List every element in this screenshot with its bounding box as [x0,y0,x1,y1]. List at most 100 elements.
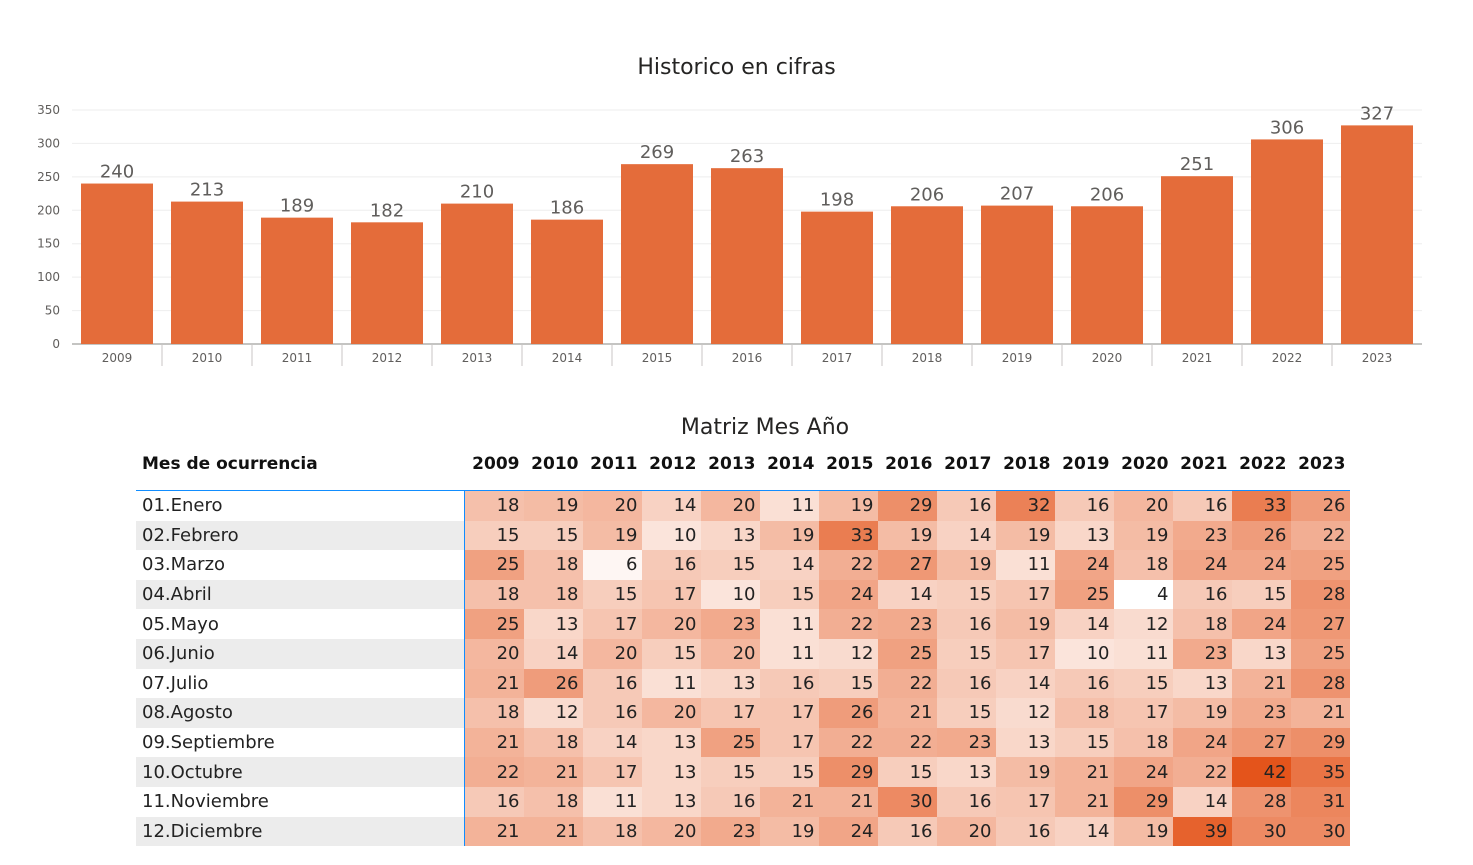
bar [261,217,333,344]
bar [1341,125,1413,345]
heatmap-cell: 16 [995,816,1055,847]
heatmap-cell: 15 [582,579,642,610]
heatmap-cell: 24 [1172,550,1232,580]
heatmap-cell: 30 [1231,816,1291,847]
heatmap-cell: 21 [1290,698,1350,728]
heatmap-cell: 15 [936,638,996,669]
matrix-row: 04.Abril 18 18 15 17 10 15 24 14 15 17 25 4 16 15 28 [136,579,1350,610]
heatmap-cell: 18 [464,579,524,610]
heatmap-cell: 16 [759,668,819,699]
x-tick-label: 2020 [1092,351,1123,365]
x-tick-label: 2014 [552,351,583,365]
heatmap-cell: 15 [1231,579,1291,610]
x-tick-label: 2013 [462,351,493,365]
heatmap-cell: 20 [641,816,701,847]
y-tick-label: 300 [37,136,60,150]
heatmap-cell: 14 [641,490,701,521]
heatmap-cell: 22 [818,609,878,639]
heatmap-cell: 19 [759,520,819,551]
month-label: 03.Marzo [136,550,465,580]
heatmap-cell: 13 [1172,668,1232,699]
heatmap-cell: 17 [995,638,1055,669]
heatmap-cell: 25 [877,638,937,669]
data-label: 206 [1090,184,1124,205]
heatmap-cell: 17 [995,786,1055,817]
heatmap-cell: 23 [1172,638,1232,669]
month-label: 11.Noviembre [136,786,465,817]
month-label: 05.Mayo [136,609,465,639]
heatmap-cell: 26 [818,698,878,728]
bar [891,206,963,344]
heatmap-cell: 16 [877,816,937,847]
heatmap-cell: 33 [818,520,878,551]
heatmap-cell: 19 [523,490,583,521]
heatmap-cell: 19 [1113,520,1173,551]
header-separator [136,480,1350,491]
heatmap-cell: 22 [877,668,937,699]
data-label: 213 [190,180,224,201]
heatmap-cell: 17 [1113,698,1173,728]
heatmap-cell: 25 [464,550,524,580]
heatmap-cell: 16 [1054,490,1114,521]
heatmap-cell: 25 [1054,579,1114,610]
heatmap-cell: 11 [582,786,642,817]
heatmap-cell: 18 [1172,609,1232,639]
heatmap-cell: 17 [582,757,642,787]
heatmap-cell: 10 [641,520,701,551]
heatmap-cell: 13 [995,727,1055,758]
heatmap-cell: 23 [700,609,760,639]
heatmap-cell: 32 [995,490,1055,521]
month-label: 06.Junio [136,638,465,669]
heatmap-cell: 18 [1113,727,1173,758]
heatmap-cell: 28 [1231,786,1291,817]
heatmap-cell: 30 [877,786,937,817]
month-year-matrix: Mes de ocurrencia 2009 2010 2011 2012 2013 20… [136,448,1350,847]
data-label: 207 [1000,184,1034,205]
column-header: 2020 [1121,454,1169,474]
heatmap-cell: 20 [464,638,524,669]
month-label: 09.Septiembre [136,727,465,758]
heatmap-cell: 17 [641,579,701,610]
heatmap-cell: 14 [1054,609,1114,639]
heatmap-cell: 21 [464,727,524,758]
heatmap-cell: 17 [759,698,819,728]
heatmap-cell: 21 [523,816,583,847]
month-label: 10.Octubre [136,757,465,787]
column-header: 2013 [708,454,756,474]
heatmap-cell: 24 [1172,727,1232,758]
heatmap-cell: 12 [818,638,878,669]
y-tick-label: 350 [37,103,60,117]
heatmap-cell: 24 [818,579,878,610]
column-header: 2017 [944,454,992,474]
month-label: 12.Diciembre [136,816,465,847]
heatmap-cell: 15 [464,520,524,551]
matrix-row: 01.Enero 18 19 20 14 20 11 19 29 16 32 16 20 16 33 26 [136,490,1350,521]
column-header: 2023 [1298,454,1346,474]
heatmap-cell: 24 [818,816,878,847]
y-tick-label: 100 [37,270,60,284]
heatmap-cell: 20 [641,698,701,728]
heatmap-cell: 19 [936,550,996,580]
heatmap-cell: 18 [523,579,583,610]
column-header: 2009 [472,454,520,474]
heatmap-cell: 19 [995,520,1055,551]
bar [81,183,153,344]
bar [531,219,603,344]
heatmap-cell: 12 [523,698,583,728]
y-tick-label: 200 [37,203,60,217]
column-header: 2022 [1239,454,1287,474]
bar [171,201,243,344]
heatmap-cell: 24 [1113,757,1173,787]
heatmap-cell: 23 [700,816,760,847]
heatmap-cell: 13 [641,757,701,787]
data-label: 198 [820,190,854,211]
heatmap-cell: 20 [641,609,701,639]
heatmap-cell: 12 [995,698,1055,728]
data-label: 210 [460,182,494,203]
heatmap-cell: 19 [582,520,642,551]
x-tick-label: 2018 [912,351,943,365]
heatmap-cell: 15 [700,550,760,580]
heatmap-cell: 13 [700,668,760,699]
heatmap-cell: 29 [877,490,937,521]
heatmap-cell: 17 [700,698,760,728]
